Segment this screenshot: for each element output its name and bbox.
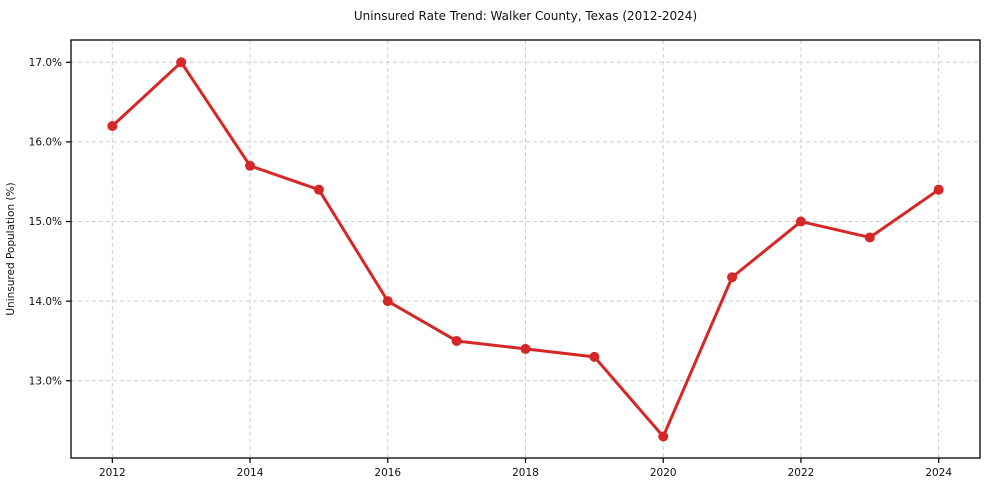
y-tick-label: 14.0% [29, 296, 62, 308]
x-tick-label: 2020 [650, 467, 677, 479]
data-point-2018 [520, 343, 531, 354]
y-axis-label: Uninsured Population (%) [5, 182, 17, 315]
data-point-2024 [933, 184, 944, 195]
data-point-2022 [795, 216, 806, 227]
data-point-2023 [864, 232, 875, 243]
data-point-2021 [727, 272, 738, 283]
x-tick-label: 2016 [374, 467, 401, 479]
y-tick-label: 17.0% [29, 57, 62, 69]
chart-plot-area: 2012 2014 2016 2018 2020 2022 2024 13.0% 14.0% 15… [29, 39, 981, 479]
y-tick-label: 15.0% [29, 216, 62, 228]
data-point-2017 [451, 335, 462, 346]
chart-title: Uninsured Rate Trend: Walker County, Tex… [354, 9, 697, 23]
x-tick-label: 2012 [99, 467, 126, 479]
data-point-2012 [107, 120, 118, 131]
data-point-2015 [313, 184, 324, 195]
x-tick-label: 2022 [788, 467, 815, 479]
data-point-2016 [382, 296, 393, 307]
x-tick-label: 2018 [512, 467, 539, 479]
data-point-2013 [176, 57, 187, 68]
y-tick-label: 16.0% [29, 137, 62, 149]
y-tick-label: 13.0% [29, 375, 62, 387]
data-point-2019 [589, 351, 600, 362]
data-point-2014 [245, 160, 256, 171]
x-tick-label: 2014 [237, 467, 264, 479]
data-point-2020 [658, 431, 669, 442]
x-tick-label: 2024 [925, 467, 952, 479]
